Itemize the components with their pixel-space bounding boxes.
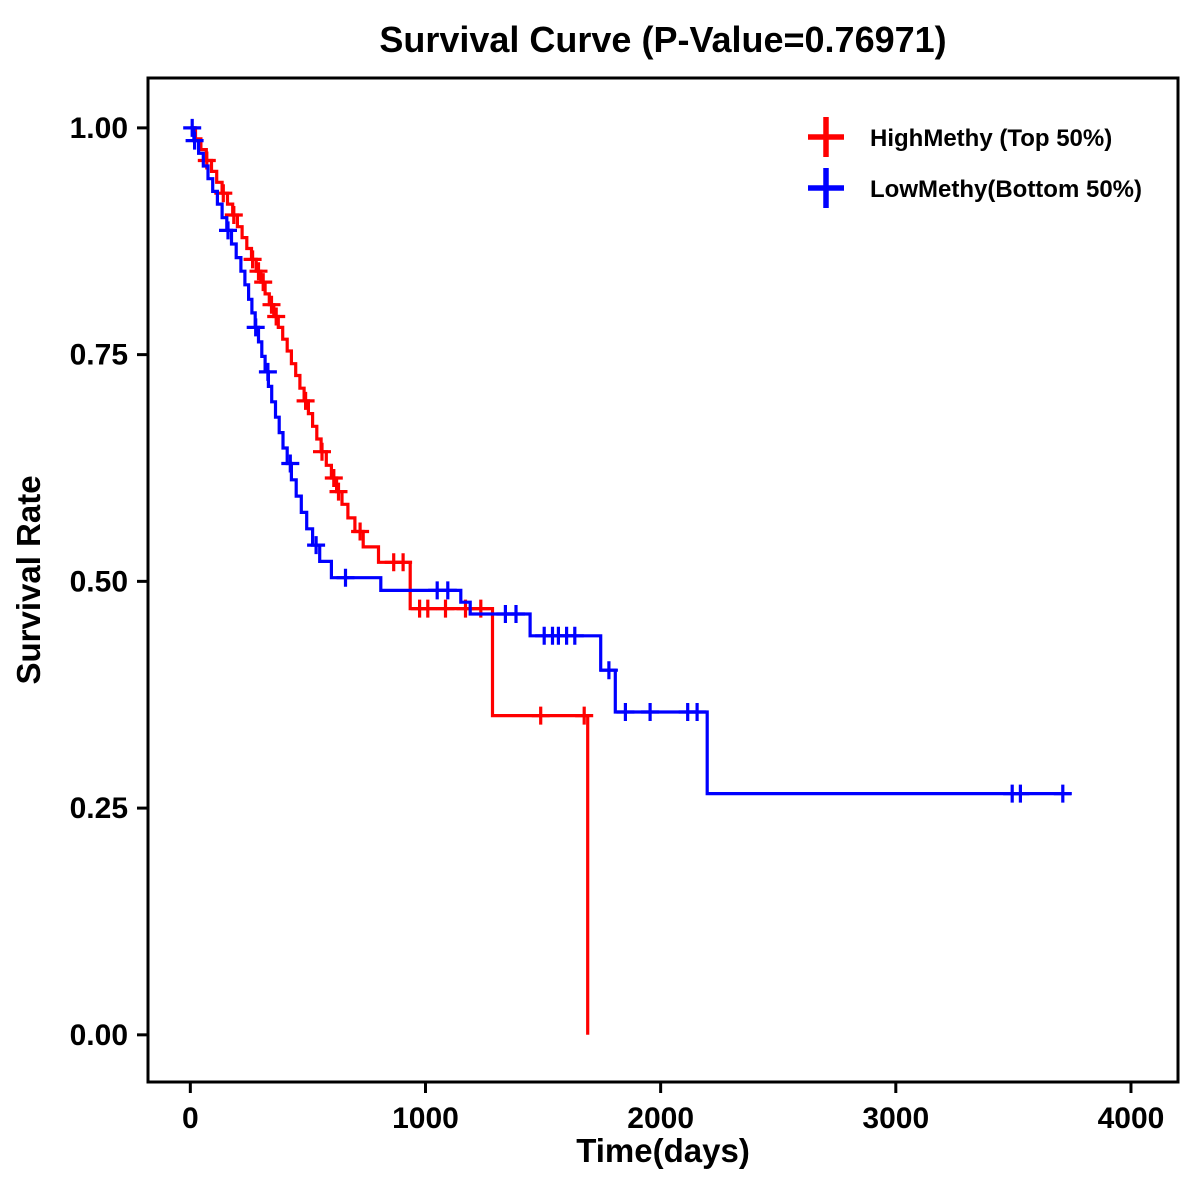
legend-key-highmethy-icon	[808, 117, 844, 157]
x-axis-label: Time(days)	[576, 1132, 750, 1169]
y-axis-label: Survival Rate	[10, 475, 47, 684]
censor-mark-0	[436, 599, 455, 618]
censor-mark-1	[565, 626, 584, 645]
survival-curve-0	[190, 126, 590, 1035]
legend-label-lowmethy: LowMethy(Bottom 50%)	[870, 176, 1142, 203]
axes-layer: 0 1000 2000 3000 4000 0.00 0.25 0.50 0.75 1.00	[70, 112, 1165, 1135]
x-axis-tick-label: 1000	[392, 1102, 459, 1135]
censor-mark-1	[1011, 784, 1030, 803]
censor-mark-0	[267, 307, 286, 326]
censor-mark-0	[329, 482, 348, 501]
censor-mark-1	[246, 318, 265, 337]
y-axis-tick-label: 0.75	[70, 339, 128, 372]
censor-mark-0	[224, 206, 243, 224]
censor-mark-0	[418, 599, 437, 618]
censor-mark-0	[296, 391, 315, 410]
censor-mark-1	[616, 703, 635, 721]
censor-mark-0	[531, 706, 550, 725]
y-axis-tick-label: 0.50	[70, 565, 128, 598]
x-axis-tick-label: 4000	[1098, 1102, 1165, 1135]
censor-mark-1	[307, 536, 326, 555]
censor-mark-1	[258, 362, 277, 381]
x-axis-tick-label: 0	[182, 1102, 199, 1135]
censor-mark-1	[185, 131, 204, 150]
censor-mark-1	[281, 454, 300, 473]
censor-mark-0	[249, 262, 268, 281]
censor-mark-0	[254, 273, 273, 292]
x-axis-tick-label: 2000	[627, 1102, 694, 1135]
survival-curve-1	[190, 126, 1071, 796]
censor-mark-0	[394, 553, 413, 572]
censor-mark-1	[438, 581, 457, 600]
censor-mark-0	[324, 469, 343, 487]
censor-mark-1	[336, 568, 355, 587]
censor-mark-1	[688, 703, 707, 721]
censor-mark-1	[183, 118, 202, 137]
x-axis-tick-label: 3000	[862, 1102, 929, 1135]
censor-mark-1	[507, 605, 525, 623]
censor-mark-0	[351, 522, 370, 541]
curves-layer	[183, 118, 1072, 1035]
y-axis-tick-label: 0.25	[70, 792, 128, 825]
legend: HighMethy (Top 50%) LowMethy(Bottom 50%)	[808, 117, 1142, 208]
censor-mark-0	[313, 442, 331, 461]
censor-mark-1	[641, 703, 660, 721]
plot-border	[146, 76, 1180, 1084]
censor-mark-0	[262, 295, 281, 314]
legend-label-highmethy: HighMethy (Top 50%)	[870, 125, 1112, 152]
censor-mark-1	[599, 661, 618, 680]
chart-title: Survival Curve (P-Value=0.76971)	[379, 19, 946, 60]
censor-mark-0	[575, 706, 594, 725]
censor-mark-0	[243, 250, 262, 269]
y-axis-tick-label: 0.00	[70, 1019, 128, 1052]
censor-mark-1	[219, 221, 237, 240]
y-axis-tick-label: 1.00	[70, 112, 128, 145]
legend-key-lowmethy-icon	[808, 168, 844, 208]
censor-mark-1	[1053, 784, 1072, 803]
